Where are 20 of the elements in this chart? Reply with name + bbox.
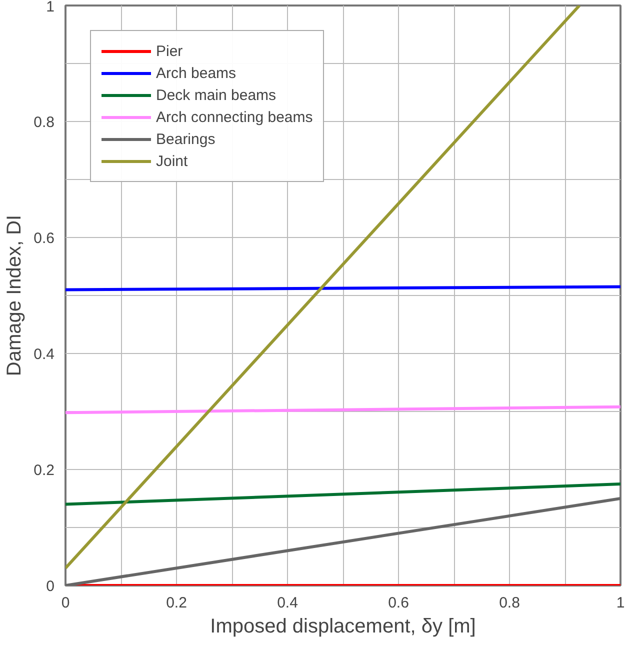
legend-label: Deck main beams xyxy=(156,86,276,104)
legend-label: Arch beams xyxy=(156,64,236,82)
y-axis-title: Damage Index, DI xyxy=(4,214,26,376)
x-axis-title: Imposed displacement, δy [m] xyxy=(210,616,476,638)
x-tick-label: 0.8 xyxy=(499,594,520,612)
legend-label: Arch connecting beams xyxy=(156,108,313,126)
y-tick-label: 0.4 xyxy=(34,346,55,363)
x-tick-label: 0.4 xyxy=(277,594,298,612)
x-tick-label: 1 xyxy=(616,594,625,612)
y-tick-label: 1 xyxy=(46,0,54,16)
y-tick-label: 0.8 xyxy=(34,114,55,131)
x-tick-label: 0.6 xyxy=(388,594,409,612)
y-tick-label: 0.6 xyxy=(34,230,55,247)
y-tick-label: 0.2 xyxy=(34,462,55,479)
legend-label: Pier xyxy=(156,42,183,60)
legend-label: Joint xyxy=(156,152,188,170)
x-tick-label: 0.2 xyxy=(166,594,187,612)
y-tick-label: 0 xyxy=(46,578,54,595)
x-tick-label: 0 xyxy=(61,594,70,612)
legend-label: Bearings xyxy=(156,130,216,148)
